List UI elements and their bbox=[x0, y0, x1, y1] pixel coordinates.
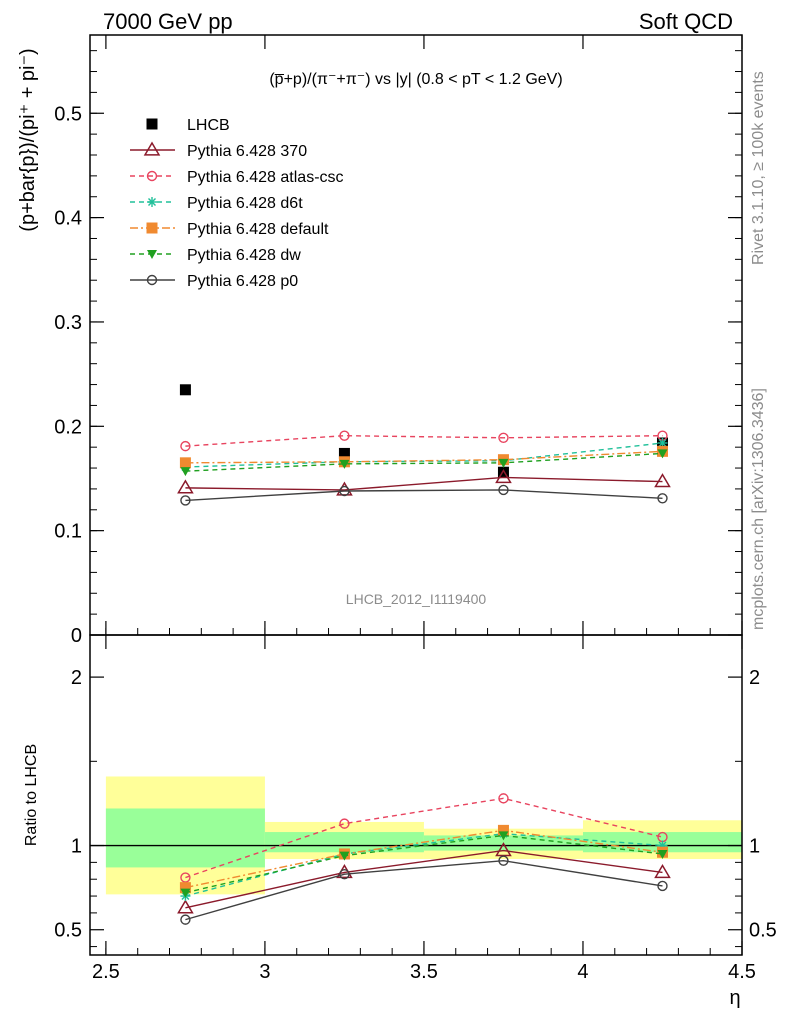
ratio-frame bbox=[89, 634, 743, 956]
ratio-series-0-line bbox=[185, 849, 663, 909]
main-series-0-point bbox=[179, 384, 191, 396]
legend-label-5: Pythia 6.428 dw bbox=[187, 247, 301, 264]
legend-label-4: Pythia 6.428 default bbox=[187, 221, 329, 238]
x-axis-label: η bbox=[729, 987, 740, 1009]
main-series-2-line bbox=[185, 434, 663, 447]
main-series-5-point bbox=[339, 459, 350, 469]
ratio-ytick-label-right: 1 bbox=[749, 836, 760, 858]
ratio-series-5-point bbox=[657, 880, 668, 892]
uncertainty-band-green bbox=[264, 832, 424, 853]
main-series-2-point bbox=[498, 432, 509, 443]
ratio-axes: 0.5 0.5 1 1 2 2 2.5 3 3.5 4 4.5 bbox=[54, 635, 777, 983]
header-right-title: Soft QCD bbox=[639, 9, 733, 34]
x-tick-label: 4.5 bbox=[728, 961, 756, 983]
ratio-series-1-point bbox=[339, 818, 350, 829]
ratio-series-5-point bbox=[498, 855, 509, 866]
uncertainty-band-green bbox=[105, 808, 265, 868]
main-series-3-point-stroke bbox=[658, 439, 667, 447]
x-tick-label: 2.5 bbox=[92, 961, 120, 983]
main-series-2-point bbox=[180, 440, 191, 452]
main-panel: 0 0.1 0.2 0.3 0.4 0.5 (p̅+p)/(π⁻+π⁻) vs |y| (… bbox=[17, 34, 743, 647]
main-series-0-point bbox=[497, 466, 509, 478]
main-ytick-label: 0 bbox=[71, 625, 82, 647]
ratio-ylabel: Ratio to LHCB bbox=[23, 744, 40, 846]
main-ytick-label: 0.1 bbox=[54, 521, 82, 543]
legend-label-2: Pythia 6.428 atlas-csc bbox=[187, 169, 344, 186]
legend-label-1: Pythia 6.428 370 bbox=[187, 143, 307, 160]
ratio-ytick-label-right: 2 bbox=[749, 667, 760, 689]
main-series-0-point bbox=[338, 447, 350, 459]
main-title: (p̅+p)/(π⁻+π⁻) vs |y| (0.8 < pT < 1.2 Ge… bbox=[269, 71, 562, 88]
ratio-series-3-line bbox=[185, 829, 663, 889]
ratio-ytick-label: 2 bbox=[71, 667, 82, 689]
main-series-1-point bbox=[177, 479, 194, 494]
main-series-3-line bbox=[185, 442, 663, 468]
ratio-series-1-point bbox=[498, 793, 509, 804]
main-series-6-point bbox=[180, 495, 191, 506]
ratio-series-1-line bbox=[185, 797, 663, 879]
legend-marker-5 bbox=[147, 250, 157, 259]
main-series-6-point bbox=[657, 493, 668, 504]
ratio-ytick-label-right: 0.5 bbox=[749, 920, 777, 942]
legend: LHCB Pythia 6.428 370 Pythia 6.428 atlas-c… bbox=[130, 117, 344, 290]
ratio-series-3-point bbox=[497, 824, 509, 836]
ratio-series-2-line bbox=[185, 833, 663, 897]
main-series-5-point bbox=[657, 449, 668, 459]
ratio-series-0-point bbox=[177, 899, 194, 914]
legend-marker-2 bbox=[146, 170, 158, 182]
ratio-plot-area bbox=[90, 776, 742, 925]
ratio-series-1-point bbox=[180, 872, 191, 883]
main-series-1-point bbox=[495, 468, 512, 484]
main-series-5-point bbox=[498, 458, 509, 468]
legend-marker-4 bbox=[146, 222, 158, 234]
rivet-label: Rivet 3.1.10, ≥ 100k events bbox=[750, 71, 767, 265]
ratio-series-4-point bbox=[339, 851, 350, 861]
ratio-series-4-line bbox=[185, 834, 663, 894]
main-series-6-point bbox=[339, 485, 350, 497]
legend-marker-1 bbox=[143, 141, 161, 156]
ratio-ytick-label: 1 bbox=[71, 836, 82, 858]
legend-marker-3-stroke bbox=[148, 198, 156, 206]
legend-label-6: Pythia 6.428 p0 bbox=[187, 273, 298, 290]
main-series-4-point bbox=[179, 457, 191, 469]
legend-marker-3 bbox=[147, 197, 157, 207]
main-series-5-point bbox=[180, 467, 191, 477]
mcplots-label: mcplots.cern.ch [arXiv:1306.3436] bbox=[750, 388, 767, 630]
ratio-series-4-point bbox=[180, 888, 191, 898]
ratio-series-0-point bbox=[495, 842, 512, 857]
main-ytick-label: 0.3 bbox=[54, 312, 82, 334]
ratio-series-0-point bbox=[654, 863, 671, 879]
x-tick-label: 3 bbox=[259, 961, 270, 983]
main-series-6-point bbox=[498, 484, 509, 496]
main-series-5-line bbox=[185, 452, 663, 472]
main-series-1-point bbox=[654, 473, 671, 488]
ratio-series-5-point bbox=[180, 914, 191, 925]
legend-marker-0 bbox=[146, 118, 158, 130]
main-plot-area bbox=[177, 384, 671, 506]
ratio-ytick-label: 0.5 bbox=[54, 920, 82, 942]
main-ytick-label: 0.4 bbox=[54, 208, 82, 230]
x-tick-label: 3.5 bbox=[410, 961, 438, 983]
ratio-panel: 0.5 0.5 1 1 2 2 2.5 3 3.5 4 4.5 Ratio to LHCB η bbox=[23, 634, 777, 1009]
main-ytick-label: 0.5 bbox=[54, 103, 82, 125]
main-series-1-line bbox=[185, 476, 663, 491]
ratio-series-5-point bbox=[339, 868, 350, 880]
legend-marker-6 bbox=[146, 274, 158, 286]
main-series-6-line bbox=[185, 489, 663, 502]
x-tick-label: 4 bbox=[577, 961, 588, 983]
ratio-series-4-point bbox=[657, 849, 668, 859]
main-ylabel: (p+bar{p})/(pi⁺ + pi⁻) bbox=[17, 48, 39, 231]
main-ytick-label: 0.2 bbox=[54, 416, 82, 438]
watermark-label: LHCB_2012_I1119400 bbox=[346, 591, 487, 607]
legend-label-3: Pythia 6.428 d6t bbox=[187, 195, 303, 212]
main-axes: 0 0.1 0.2 0.3 0.4 0.5 bbox=[54, 35, 743, 647]
main-series-2-point bbox=[339, 430, 350, 441]
ratio-series-5-line bbox=[185, 859, 663, 921]
ratio-series-3-point bbox=[179, 882, 191, 894]
ratio-series-4-point bbox=[498, 831, 509, 841]
header-left-title: 7000 GeV pp bbox=[103, 9, 233, 34]
legend-label-0: LHCB bbox=[187, 117, 230, 134]
